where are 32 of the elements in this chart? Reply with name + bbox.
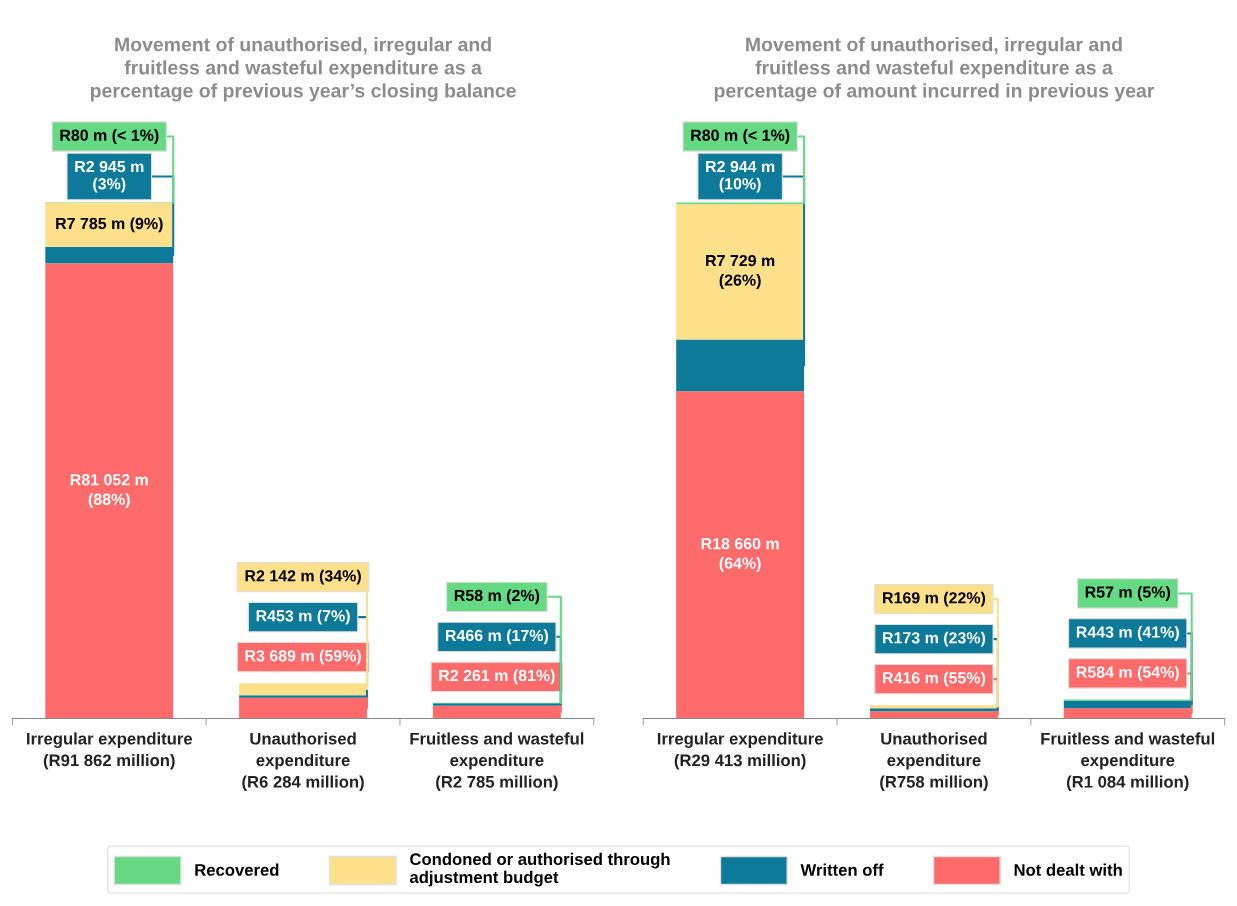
legend-label: Condoned or authorised through adjustment budget bbox=[409, 852, 670, 887]
data-label: R453 m (7%) bbox=[256, 609, 350, 625]
data-label: R81 052 m (88%) bbox=[70, 474, 148, 509]
data-label: R57 m (5%) bbox=[1085, 586, 1170, 601]
legend-label: Recovered bbox=[195, 863, 279, 876]
data-label: R80 m (< 1%) bbox=[691, 129, 790, 144]
data-label: R7 729 m (26%) bbox=[706, 254, 775, 289]
data-label: R80 m (< 1%) bbox=[60, 129, 159, 144]
data-label: R18 660 m (64%) bbox=[701, 538, 779, 573]
data-label: R2 945 m (3%) bbox=[75, 160, 144, 193]
x-tick-label: Fruitless and wasteful expenditure (R1 084 million) bbox=[1041, 732, 1215, 792]
legend-label: Written off bbox=[800, 863, 884, 876]
data-label: R173 m (23%) bbox=[883, 631, 986, 647]
x-tick-label: Unauthorised expenditure (R6 284 million) bbox=[242, 732, 364, 792]
chart-title: Movement of unauthorised, irregular and fruitless and wasteful expenditure as a percentage of amount incurred in previous year bbox=[714, 37, 1155, 102]
data-label: R58 m (2%) bbox=[454, 589, 540, 605]
data-label: R2 142 m (34%) bbox=[245, 569, 361, 585]
chart-title: Movement of unauthorised, irregular and fruitless and wasteful expenditure as a percentage of previous year’s closing balance bbox=[90, 37, 516, 102]
data-label: R584 m (54%) bbox=[1076, 666, 1179, 681]
data-label: R7 785 m (9%) bbox=[56, 217, 163, 233]
legend-label: Not dealt with bbox=[1014, 863, 1122, 876]
data-label: R416 m (55%) bbox=[883, 671, 986, 687]
data-label: R466 m (17%) bbox=[446, 629, 548, 645]
data-label: R169 m (22%) bbox=[883, 591, 986, 607]
x-tick-label: Irregular expenditure (R91 862 million) bbox=[27, 732, 193, 770]
data-label: R3 689 m (59%) bbox=[245, 649, 361, 665]
x-tick-label: Unauthorised expenditure (R758 million) bbox=[880, 732, 988, 792]
data-label: R2 261 m (81%) bbox=[439, 669, 555, 685]
data-label: R2 944 m (10%) bbox=[706, 160, 775, 193]
x-tick-label: Irregular expenditure (R29 413 million) bbox=[657, 732, 823, 770]
x-tick-label: Fruitless and wasteful expenditure (R2 785 million) bbox=[410, 732, 584, 792]
data-label: R443 m (41%) bbox=[1076, 626, 1179, 641]
